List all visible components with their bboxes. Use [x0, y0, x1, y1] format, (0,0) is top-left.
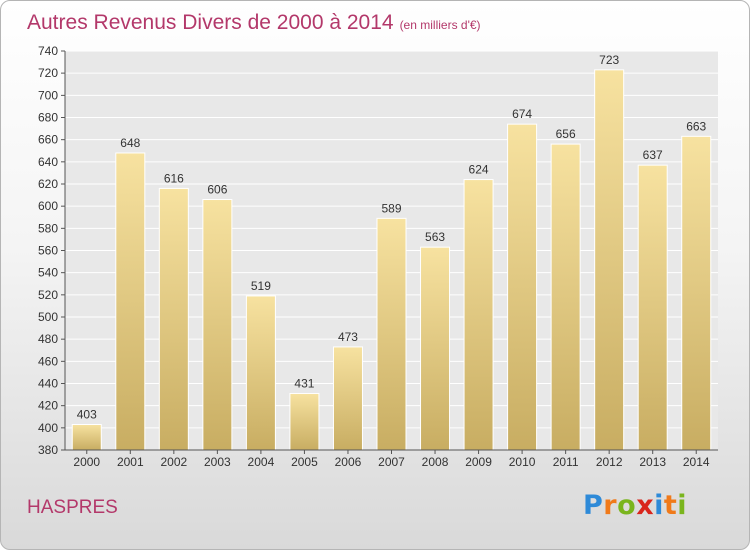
bar: [115, 152, 146, 451]
y-tick-label: 600: [38, 199, 58, 213]
y-tick-label: 660: [38, 133, 58, 147]
x-tick-label: 2001: [117, 455, 144, 469]
bar-value-label: 624: [469, 163, 489, 177]
y-tick-label: 700: [38, 88, 58, 102]
y-tick-label: 560: [38, 244, 58, 258]
bar-value-label: 606: [207, 183, 227, 197]
bar-value-label: 431: [294, 376, 314, 390]
y-tick-label: 540: [38, 266, 58, 280]
y-tick-label: 500: [38, 310, 58, 324]
bar: [202, 199, 233, 451]
x-tick-label: 2012: [596, 455, 623, 469]
x-tick-label: 2014: [683, 455, 710, 469]
bar-value-label: 674: [512, 107, 532, 121]
x-tick-label: 2008: [422, 455, 449, 469]
bar: [332, 346, 363, 451]
bar-value-label: 563: [425, 230, 445, 244]
y-tick-label: 460: [38, 354, 58, 368]
bar-value-label: 616: [164, 171, 184, 185]
bar: [681, 135, 712, 451]
bar-value-label: 473: [338, 330, 358, 344]
bar: [463, 179, 494, 451]
bar-value-label: 519: [251, 279, 271, 293]
x-tick-label: 2011: [553, 455, 579, 469]
bar: [637, 164, 668, 451]
x-tick-label: 2003: [204, 455, 231, 469]
commune-name: HASPRES: [27, 497, 118, 518]
x-tick-label: 2000: [73, 455, 100, 469]
y-tick-label: 400: [38, 421, 58, 435]
bar-value-label: 403: [77, 408, 97, 422]
bar-value-label: 656: [556, 127, 576, 141]
bar-value-label: 648: [120, 136, 140, 150]
bar: [245, 295, 276, 451]
y-tick-label: 520: [38, 288, 58, 302]
logo-letter: o: [617, 490, 637, 521]
y-tick-label: 620: [38, 177, 58, 191]
y-tick-label: 720: [38, 66, 58, 80]
y-tick-label: 580: [38, 221, 58, 235]
x-tick-label: 2007: [378, 455, 405, 469]
bar: [550, 143, 581, 451]
logo-letter: r: [603, 490, 618, 521]
y-tick-label: 380: [38, 443, 58, 457]
x-tick-label: 2004: [248, 455, 275, 469]
logo-letter: x: [636, 490, 655, 521]
bar: [507, 123, 538, 451]
bar: [420, 246, 451, 451]
y-tick-label: 680: [38, 111, 58, 125]
x-tick-label: 2009: [465, 455, 492, 469]
y-tick-label: 640: [38, 155, 58, 169]
x-tick-label: 2013: [639, 455, 666, 469]
logo-letter: P: [583, 490, 604, 521]
bar-value-label: 663: [686, 119, 706, 133]
logo-letter: i: [677, 490, 688, 521]
chart-title: Autres Revenus Divers de 2000 à 2014 (en …: [27, 11, 481, 35]
bar-value-label: 637: [643, 148, 663, 162]
y-tick-label: 440: [38, 377, 58, 391]
y-tick-label: 480: [38, 332, 58, 346]
bar: [289, 392, 320, 451]
chart-title-text: Autres Revenus Divers de 2000 à 2014: [27, 11, 394, 34]
y-tick-label: 740: [38, 44, 58, 58]
chart-unit: (en milliers d'€): [399, 18, 481, 32]
x-tick-label: 2010: [509, 455, 536, 469]
x-tick-label: 2005: [291, 455, 318, 469]
bar-value-label: 589: [381, 201, 401, 215]
bar: [71, 424, 102, 451]
y-tick-label: 420: [38, 399, 58, 413]
bar: [376, 217, 407, 451]
logo-letter: t: [663, 490, 678, 521]
logo-letter: i: [654, 490, 664, 521]
bar: [594, 69, 625, 451]
x-tick-label: 2002: [160, 455, 187, 469]
proxiti-logo: Proxiti: [583, 490, 687, 521]
bar-value-label: 723: [599, 53, 619, 67]
x-tick-label: 2006: [335, 455, 362, 469]
bar: [158, 187, 189, 451]
